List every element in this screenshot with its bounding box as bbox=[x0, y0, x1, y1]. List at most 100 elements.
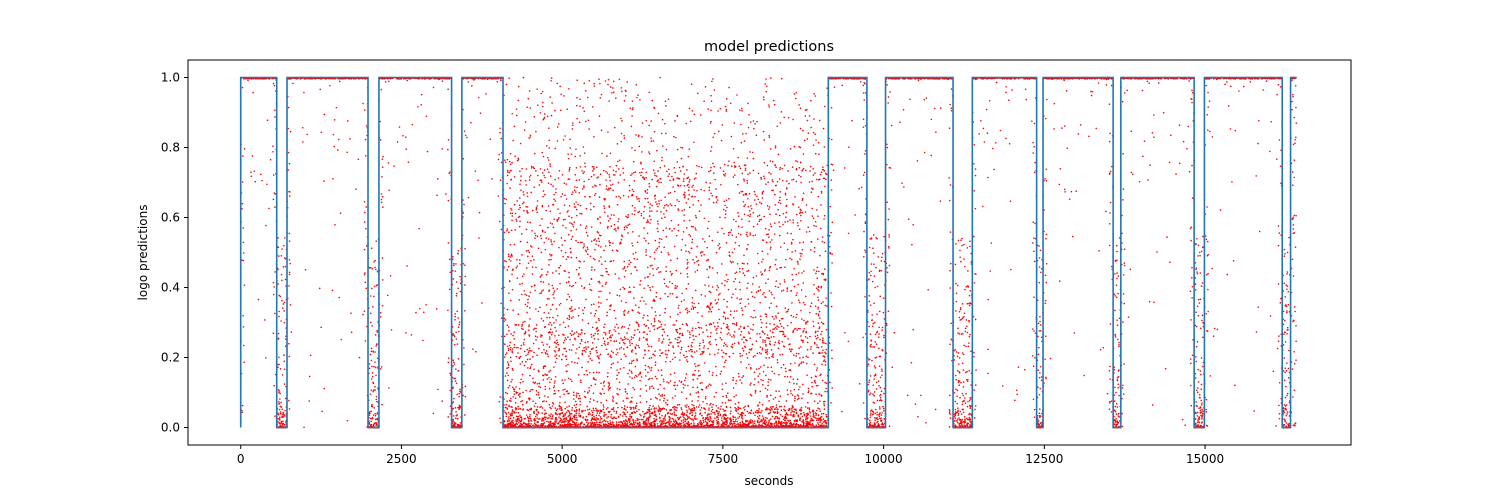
scatter-point bbox=[1044, 274, 1047, 277]
scatter-point bbox=[862, 118, 865, 121]
scatter-point bbox=[273, 84, 276, 87]
scatter-point bbox=[447, 148, 449, 151]
scatter-point bbox=[454, 380, 457, 382]
scatter-point bbox=[1292, 217, 1294, 220]
scatter-point bbox=[272, 150, 274, 153]
scatter-point bbox=[452, 278, 455, 280]
scatter-point bbox=[374, 414, 377, 417]
scatter-point bbox=[1255, 331, 1258, 333]
scatter-point bbox=[475, 350, 477, 353]
scatter-point bbox=[470, 121, 472, 124]
scatter-point bbox=[374, 351, 376, 353]
scatter-point bbox=[357, 158, 360, 161]
scatter-point bbox=[982, 127, 985, 130]
scatter-point bbox=[1044, 177, 1046, 180]
scatter-point bbox=[843, 167, 846, 169]
scatter-point bbox=[393, 165, 395, 167]
scatter-point bbox=[334, 223, 336, 226]
scatter-point bbox=[464, 248, 466, 250]
scatter-point bbox=[1102, 346, 1105, 349]
scatter-point bbox=[863, 99, 865, 101]
scatter-point bbox=[272, 174, 275, 176]
scatter-point bbox=[455, 368, 457, 370]
scatter-point bbox=[974, 405, 977, 407]
scatter-point bbox=[277, 332, 280, 335]
scatter-point bbox=[500, 137, 503, 140]
scatter-point bbox=[369, 353, 372, 356]
scatter-point bbox=[342, 77, 344, 80]
scatter-point bbox=[682, 421, 685, 424]
scatter-point bbox=[1110, 84, 1113, 87]
scatter-point bbox=[1211, 136, 1214, 138]
scatter-point bbox=[613, 410, 615, 413]
scatter-point bbox=[251, 155, 254, 157]
scatter-point bbox=[363, 201, 366, 203]
scatter-point bbox=[453, 343, 456, 346]
scatter-point bbox=[1186, 147, 1188, 150]
scatter-point bbox=[1108, 103, 1111, 105]
scatter-point bbox=[1278, 139, 1281, 141]
scatter-point bbox=[380, 201, 383, 204]
scatter-point bbox=[1122, 293, 1125, 295]
scatter-point bbox=[384, 81, 387, 83]
scatter-point bbox=[830, 401, 832, 404]
scatter-point bbox=[508, 416, 510, 418]
scatter-point bbox=[947, 78, 949, 81]
scatter-point bbox=[974, 272, 976, 275]
scatter-point bbox=[888, 247, 890, 249]
scatter-point bbox=[830, 138, 833, 141]
scatter-point bbox=[975, 78, 977, 81]
scatter-point bbox=[907, 218, 910, 220]
scatter-point bbox=[579, 415, 582, 418]
scatter-point bbox=[1167, 78, 1169, 80]
scatter-point bbox=[589, 422, 591, 424]
scatter-point bbox=[710, 417, 712, 420]
scatter-point bbox=[449, 258, 451, 261]
scatter-point bbox=[779, 413, 782, 416]
plot-area bbox=[239, 76, 1298, 429]
scatter-point bbox=[888, 234, 890, 236]
scatter-point bbox=[323, 113, 326, 116]
scatter-point bbox=[332, 178, 334, 180]
scatter-point bbox=[822, 412, 825, 415]
scatter-point bbox=[368, 414, 371, 416]
scatter-point bbox=[463, 130, 466, 132]
scatter-point bbox=[974, 408, 976, 411]
scatter-point bbox=[729, 406, 732, 409]
scatter-point bbox=[463, 347, 465, 349]
scatter-point bbox=[278, 363, 280, 366]
scatter-point bbox=[903, 186, 905, 188]
scatter-point bbox=[379, 139, 382, 141]
scatter-point bbox=[920, 394, 922, 397]
scatter-point bbox=[1033, 145, 1035, 148]
scatter-point bbox=[405, 332, 407, 334]
scatter-point bbox=[761, 410, 763, 412]
scatter-point bbox=[282, 413, 285, 416]
scatter-point bbox=[894, 77, 897, 80]
scatter-point bbox=[600, 421, 602, 424]
scatter-point bbox=[250, 171, 252, 173]
scatter-point bbox=[506, 408, 509, 410]
scatter-point bbox=[380, 366, 383, 368]
scatter-point bbox=[950, 107, 953, 110]
scatter-point bbox=[1226, 81, 1228, 83]
scatter-point bbox=[363, 310, 366, 313]
scatter-point bbox=[973, 389, 975, 391]
scatter-point bbox=[376, 413, 378, 415]
scatter-point bbox=[1123, 302, 1126, 305]
scatter-point bbox=[449, 171, 451, 173]
scatter-point bbox=[455, 331, 457, 333]
scatter-point bbox=[458, 404, 461, 407]
scatter-point bbox=[692, 419, 694, 422]
scatter-point bbox=[598, 414, 600, 417]
scatter-point bbox=[250, 175, 253, 178]
scatter-point bbox=[1108, 369, 1111, 372]
scatter-point bbox=[1147, 78, 1150, 80]
scatter-point bbox=[1242, 85, 1245, 88]
scatter-point bbox=[301, 126, 304, 129]
scatter-point bbox=[453, 363, 456, 365]
scatter-point bbox=[479, 112, 482, 115]
scatter-point bbox=[346, 120, 349, 122]
scatter-point bbox=[575, 422, 578, 424]
scatter-point bbox=[973, 190, 976, 192]
